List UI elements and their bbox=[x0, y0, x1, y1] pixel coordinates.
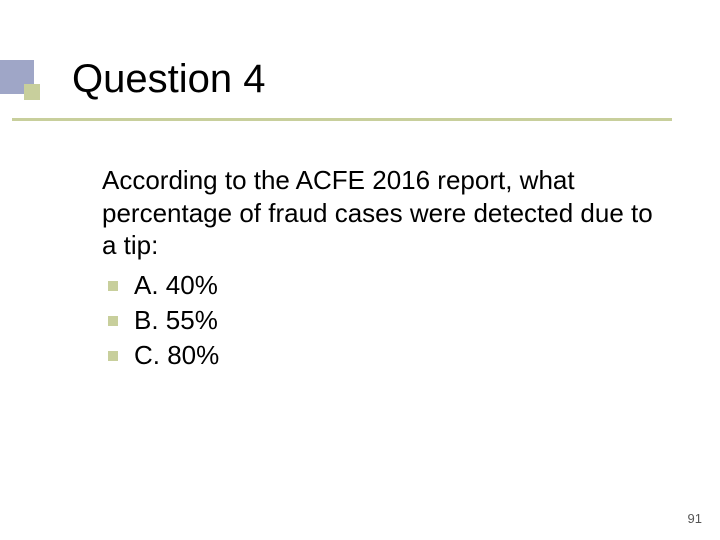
option-item: C. 80% bbox=[102, 338, 662, 373]
option-label: B. 55% bbox=[134, 305, 218, 335]
question-text: According to the ACFE 2016 report, what … bbox=[102, 164, 662, 262]
option-item: A. 40% bbox=[102, 268, 662, 303]
option-label: A. 40% bbox=[134, 270, 218, 300]
square-bullet-icon bbox=[108, 281, 118, 291]
slide-title: Question 4 bbox=[72, 57, 265, 102]
options-list: A. 40% B. 55% C. 80% bbox=[102, 268, 662, 373]
option-label: C. 80% bbox=[134, 340, 219, 370]
square-bullet-icon bbox=[108, 351, 118, 361]
square-bullet-icon bbox=[108, 316, 118, 326]
slide-number: 91 bbox=[688, 511, 702, 526]
body-block: According to the ACFE 2016 report, what … bbox=[102, 164, 662, 373]
option-item: B. 55% bbox=[102, 303, 662, 338]
slide: Question 4 According to the ACFE 2016 re… bbox=[0, 0, 720, 540]
title-underline-rule bbox=[12, 118, 672, 121]
title-accent-small-icon bbox=[24, 84, 40, 100]
